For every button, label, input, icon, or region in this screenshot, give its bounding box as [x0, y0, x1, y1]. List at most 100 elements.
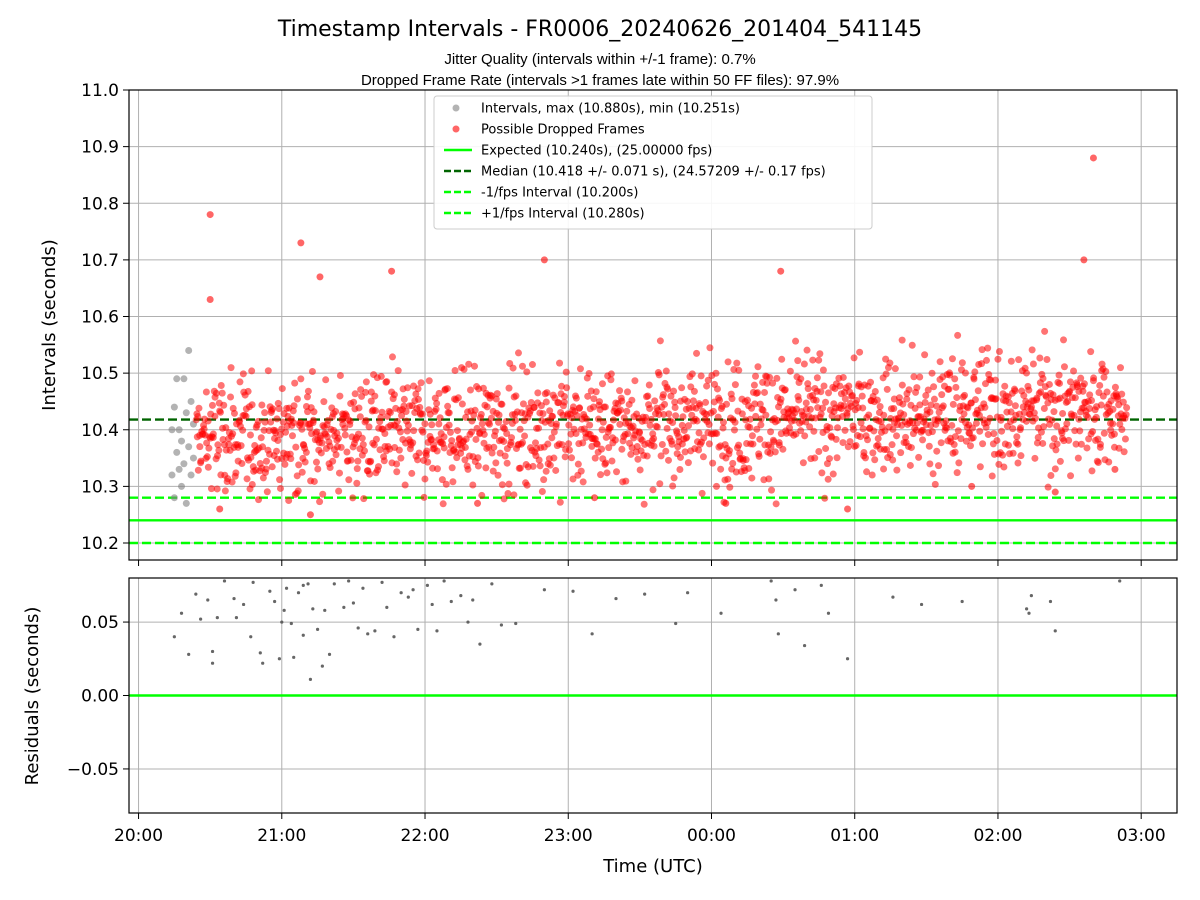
- residual-point: [614, 596, 618, 601]
- dropped-frame-point: [966, 442, 974, 450]
- dropped-frame-point: [732, 468, 740, 476]
- dropped-frame-point: [558, 441, 566, 449]
- dropped-frame-point: [655, 371, 663, 379]
- dropped-frame-point: [916, 401, 924, 409]
- x-tick-label: 02:00: [973, 826, 1022, 846]
- dropped-frame-point: [205, 444, 213, 452]
- dropped-frame-point: [320, 398, 328, 406]
- dropped-frame-point: [1064, 397, 1072, 405]
- dropped-frame-point: [393, 417, 401, 425]
- residual-point: [891, 595, 895, 599]
- dropped-frame-point: [974, 387, 982, 395]
- residual-point: [819, 583, 823, 587]
- dropped-frame-point: [646, 404, 654, 412]
- dropped-frame-point: [261, 418, 269, 426]
- dropped-frame-point: [1040, 423, 1048, 431]
- dropped-frame-point: [372, 435, 380, 443]
- dropped-frame-point: [598, 445, 606, 453]
- dropped-frame-point: [542, 467, 550, 475]
- dropped-frame-point: [474, 499, 482, 507]
- dropped-frame-point: [212, 389, 220, 397]
- dropped-frame-point: [440, 444, 448, 452]
- dropped-frame-point: [822, 398, 830, 406]
- dropped-frame-point: [504, 489, 512, 497]
- dropped-frame-point: [616, 387, 624, 395]
- dropped-frame-point: [733, 359, 741, 367]
- dropped-frame-point: [262, 457, 270, 465]
- legend-marker: [452, 125, 460, 133]
- dropped-frame-point: [549, 412, 557, 420]
- dropped-frame-point: [209, 430, 217, 438]
- interval-point: [173, 448, 181, 456]
- dropped-frame-point: [611, 436, 619, 444]
- dropped-frame-point: [1077, 374, 1085, 382]
- dropped-frame-point: [255, 496, 263, 504]
- dropped-frame-point: [954, 331, 962, 339]
- dropped-frame-point: [425, 377, 433, 385]
- dropped-frame-point: [883, 385, 891, 393]
- dropped-frame-point: [288, 432, 296, 440]
- dropped-frame-point: [415, 449, 423, 457]
- residual-point: [194, 592, 198, 596]
- dropped-frame-point: [816, 350, 824, 358]
- dropped-frame-point: [930, 395, 938, 403]
- dropped-frame-point: [362, 416, 370, 424]
- dropped-frame-point: [804, 385, 812, 393]
- dropped-frame-point: [480, 439, 488, 447]
- dropped-frame-point: [809, 356, 817, 364]
- residual-point: [249, 635, 253, 639]
- dropped-frame-point: [598, 426, 606, 434]
- dropped-frame-point: [1096, 440, 1104, 448]
- dropped-frame-point: [815, 356, 823, 364]
- dropped-frame-point: [877, 418, 885, 426]
- residual-point: [380, 580, 384, 585]
- dropped-frame-point: [565, 421, 573, 429]
- dropped-frame-point: [752, 412, 760, 420]
- dropped-frame-point: [871, 387, 879, 395]
- dropped-frame-point: [889, 425, 897, 433]
- dropped-frame-point: [316, 273, 324, 281]
- dropped-frame-point: [919, 436, 927, 444]
- dropped-frame-point: [214, 452, 222, 460]
- residual-point: [292, 655, 296, 659]
- dropped-frame-point: [1119, 398, 1127, 406]
- dropped-frame-point: [574, 460, 582, 468]
- dropped-frame-point: [757, 421, 765, 429]
- dropped-frame-point: [922, 392, 930, 400]
- dropped-frame-point: [927, 401, 935, 409]
- residual-point: [273, 599, 277, 604]
- dropped-frame-point: [388, 353, 396, 361]
- dropped-frame-point: [448, 437, 456, 445]
- dropped-frame-point: [1049, 391, 1057, 399]
- y-tick-label: 0.05: [81, 613, 119, 633]
- dropped-frame-point: [550, 454, 558, 462]
- dropped-frame-point: [926, 408, 934, 416]
- dropped-frame-point: [1007, 357, 1015, 365]
- dropped-frame-point: [264, 367, 272, 375]
- dropped-frame-point: [314, 465, 322, 473]
- dropped-frame-point: [839, 439, 847, 447]
- dropped-frame-point: [523, 481, 531, 489]
- dropped-frame-point: [865, 411, 873, 419]
- dropped-frame-point: [501, 452, 509, 460]
- dropped-frame-point: [1047, 471, 1055, 479]
- dropped-frame-point: [398, 412, 406, 420]
- dropped-frame-point: [779, 445, 787, 453]
- dropped-frame-point: [278, 385, 286, 393]
- legend-label: -1/fps Interval (10.200s): [481, 186, 638, 201]
- intervals-x-ticks: [138, 560, 1142, 566]
- dropped-frame-point: [366, 470, 374, 478]
- dropped-frame-point: [1094, 435, 1102, 443]
- dropped-frame-point: [841, 426, 849, 434]
- residual-point: [774, 598, 778, 602]
- dropped-frame-point: [815, 447, 823, 455]
- dropped-frame-point: [228, 478, 236, 486]
- dropped-frame-point: [951, 448, 959, 456]
- dropped-frame-point: [650, 435, 658, 443]
- dropped-frame-point: [952, 383, 960, 391]
- dropped-frame-point: [910, 373, 918, 381]
- dropped-frame-point: [824, 475, 832, 483]
- dropped-frame-point: [239, 426, 247, 434]
- dropped-frame-point: [749, 440, 757, 448]
- dropped-frame-point: [680, 426, 688, 434]
